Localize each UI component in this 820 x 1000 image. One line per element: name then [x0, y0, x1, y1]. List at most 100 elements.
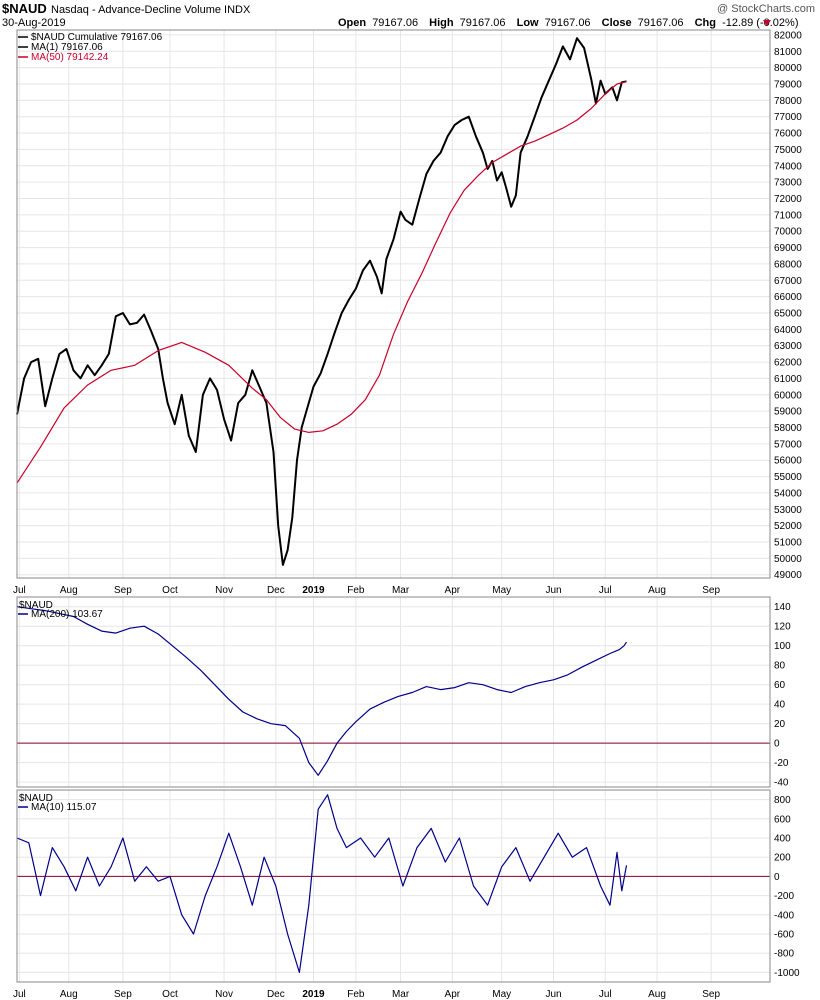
x-tick-label: 2019 [302, 989, 325, 1000]
series-line-ma50 [16, 81, 627, 484]
ma10-legend: $NAUD MA(10) 115.07 [18, 793, 97, 813]
price-panel: 49000 50000 51000 52000 53000 54000 55000 56000… [13, 29, 802, 596]
y-tick-label: 67000 [774, 276, 802, 287]
series-line-naud [16, 37, 627, 566]
y-tick-label: 69000 [774, 243, 802, 254]
y-tick-label: -400 [774, 910, 794, 921]
ma10-panel: -1000 -800 -600 -400 -200 0 200 400 600 800 Jul Aug… [13, 789, 800, 1000]
x-tick-label: Jun [545, 989, 561, 1000]
y-tick-label: 0 [774, 739, 780, 750]
x-tick-label: Aug [60, 989, 78, 1000]
y-tick-label: 200 [774, 853, 791, 864]
x-tick-label: Oct [162, 989, 178, 1000]
y-tick-label: 79000 [774, 79, 802, 90]
y-tick-label: 75000 [774, 145, 802, 156]
index-name: Nasdaq - Advance-Decline Volume INDX [51, 4, 251, 16]
down-triangle-icon [763, 20, 771, 26]
panel-frame [16, 596, 771, 788]
y-tick-label: 49000 [774, 570, 802, 581]
y-tick-label: 72000 [774, 194, 802, 205]
x-tick-label: Nov [215, 585, 233, 596]
y-tick-label: 53000 [774, 505, 802, 516]
y-tick-label: 400 [774, 834, 791, 845]
x-tick-label: Mar [392, 585, 410, 596]
y-tick-label: 82000 [774, 30, 802, 41]
y-tick-label: 66000 [774, 292, 802, 303]
y-tick-label: 54000 [774, 488, 802, 499]
x-tick-label: Dec [267, 585, 285, 596]
y-tick-label: 600 [774, 814, 791, 825]
y-tick-label: 61000 [774, 374, 802, 385]
y-tick-label: 80000 [774, 63, 802, 74]
symbol-title: $NAUD [2, 1, 47, 16]
legend-symbol-ma10: $NAUD [19, 793, 53, 804]
legend-ma10: MA(10) 115.07 [31, 802, 97, 813]
low-value: 79167.06 [545, 17, 591, 29]
x-tick-label: Jul [599, 989, 612, 1000]
price-legend: $NAUD Cumulative 79167.06 MA(1) 79167.06… [18, 32, 163, 63]
legend-ma1: MA(1) 79167.06 [31, 42, 103, 53]
y-tick-label: -800 [774, 949, 794, 960]
y-tick-label: 57000 [774, 439, 802, 450]
x-tick-label: Aug [648, 989, 666, 1000]
x-tick-label: May [492, 989, 511, 1000]
y-tick-label: 0 [774, 872, 780, 883]
y-tick-label: 59000 [774, 407, 802, 418]
panel-frame [16, 29, 771, 579]
close-value: 79167.06 [638, 17, 684, 29]
y-tick-label: 81000 [774, 47, 802, 58]
y-tick-label: -600 [774, 930, 794, 941]
y-tick-label: 55000 [774, 472, 802, 483]
ma200-panel: -40 -20 0 20 40 60 80 100 120 140 [16, 596, 791, 789]
x-tick-label: Feb [347, 585, 365, 596]
x-tick-label: Feb [347, 989, 365, 1000]
y-tick-label: 68000 [774, 259, 802, 270]
x-tick-label: Aug [60, 585, 78, 596]
series-line-ma200 [16, 606, 627, 776]
x-tick-label: Mar [392, 989, 410, 1000]
open-value: 79167.06 [372, 17, 418, 29]
y-tick-label: 800 [774, 795, 791, 806]
y-tick-label: 20 [774, 719, 786, 730]
open-label: Open [338, 17, 366, 29]
y-tick-label: -1000 [774, 968, 800, 979]
y-tick-label: -40 [774, 778, 789, 789]
x-tick-label: Jul [13, 585, 26, 596]
y-tick-label: 71000 [774, 210, 802, 221]
watermark: @ StockCharts.com [717, 3, 815, 15]
y-tick-label: 64000 [774, 325, 802, 336]
panel-frame [16, 789, 771, 983]
x-tick-label: Aug [648, 585, 666, 596]
y-tick-label: 60000 [774, 390, 802, 401]
y-tick-label: 52000 [774, 521, 802, 532]
x-tick-label: Jul [599, 585, 612, 596]
x-tick-label: Jun [545, 585, 561, 596]
y-tick-label: 40 [774, 700, 786, 711]
y-tick-label: -200 [774, 891, 794, 902]
y-tick-label: 76000 [774, 129, 802, 140]
high-value: 79167.06 [460, 17, 506, 29]
low-label: Low [517, 17, 539, 29]
y-tick-label: 120 [774, 622, 791, 633]
x-tick-label: Sep [114, 989, 132, 1000]
x-tick-label: May [492, 585, 511, 596]
date-label: 30-Aug-2019 [2, 17, 66, 29]
ma200-legend: $NAUD MA(200) 103.67 [18, 600, 103, 620]
y-tick-label: 100 [774, 641, 791, 652]
x-tick-label: Sep [702, 585, 720, 596]
y-tick-label: -20 [774, 758, 789, 769]
ohlc-summary: Open 79167.06 High 79167.06 Low 79167.06… [338, 17, 799, 29]
x-tick-label: Sep [114, 585, 132, 596]
x-tick-label: Jul [13, 989, 26, 1000]
legend-ma200: MA(200) 103.67 [31, 609, 103, 620]
y-tick-label: 63000 [774, 341, 802, 352]
x-tick-label: Sep [702, 989, 720, 1000]
series-line-ma10 [16, 794, 628, 973]
y-tick-label: 58000 [774, 423, 802, 434]
y-tick-label: 51000 [774, 538, 802, 549]
x-tick-label: 2019 [302, 585, 325, 596]
chg-label: Chg [695, 17, 716, 29]
legend-ma50: MA(50) 79142.24 [31, 52, 109, 63]
y-tick-label: 56000 [774, 456, 802, 467]
y-tick-label: 74000 [774, 161, 802, 172]
